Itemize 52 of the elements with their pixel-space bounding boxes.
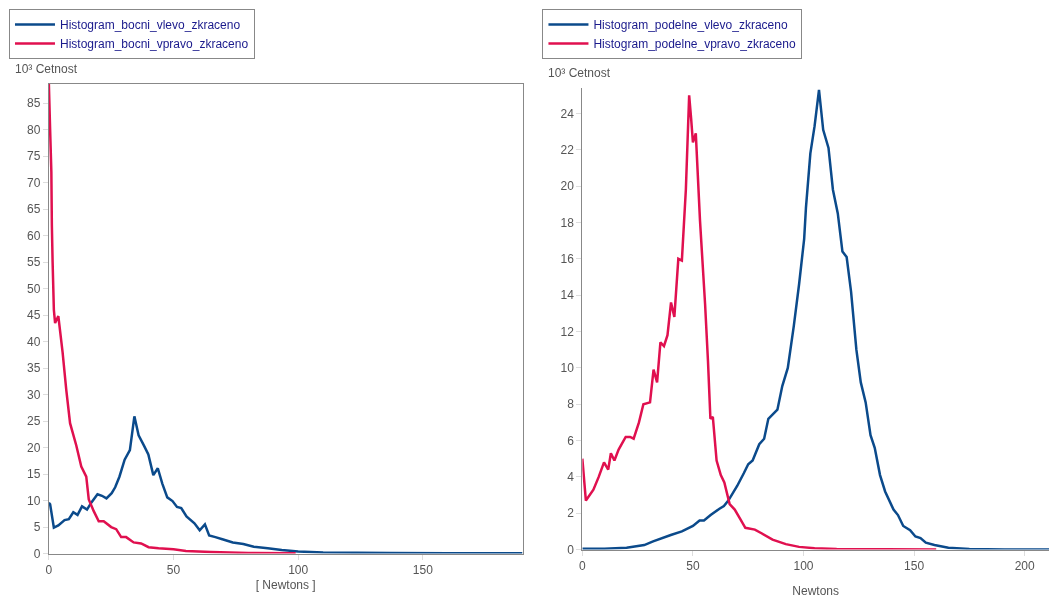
y-tick-label: 24 [560, 106, 575, 121]
y-tick-label: 12 [560, 324, 575, 339]
y-tick-label: 30 [27, 387, 41, 402]
legend-label: Histogram_bocni_vlevo_zkraceno [59, 18, 241, 33]
y-tick-label: 45 [27, 308, 41, 323]
y-tick-label: 2 [567, 506, 575, 521]
y-tick-label: 10 [560, 361, 575, 376]
y-tick-label: 4 [567, 470, 575, 485]
x-tick-label: 100 [288, 562, 309, 577]
line-series [582, 88, 1050, 550]
x-axis-title: [ Newtons ] [255, 577, 316, 592]
line-series [48, 415, 523, 554]
y-tick-label: 14 [560, 288, 575, 303]
x-tick-label: 100 [793, 559, 814, 573]
y-tick-label: 0 [567, 542, 575, 557]
y-tick-label: 0 [33, 546, 41, 561]
x-axis-title: Newtons [792, 583, 840, 598]
y-tick-label: 20 [27, 440, 41, 455]
y-tick-label: 75 [27, 149, 41, 164]
y-tick-label: 55 [27, 255, 41, 270]
x-tick-label: 150 [904, 559, 925, 573]
x-tick-label: 0 [579, 559, 586, 573]
y-axis-title: 10³ Cetnost [15, 62, 78, 76]
y-tick-label: 70 [27, 175, 41, 190]
y-tick-label: 20 [560, 179, 575, 194]
y-tick-label: 65 [27, 202, 41, 217]
x-tick-label: 0 [45, 562, 53, 577]
y-tick-label: 16 [560, 252, 575, 267]
y-tick-label: 85 [27, 96, 41, 111]
x-tick-label: 50 [166, 562, 181, 577]
y-tick-label: 60 [27, 228, 41, 243]
x-tick-label: 200 [1014, 559, 1036, 573]
y-tick-label: 8 [567, 397, 575, 412]
y-tick-label: 10 [27, 493, 41, 508]
y-axis-title: 10³ Cetnost [548, 66, 611, 80]
legend-label: Histogram_podelne_vpravo_zkraceno [593, 37, 796, 52]
y-tick-label: 25 [27, 414, 41, 429]
legend-label: Histogram_podelne_vlevo_zkraceno [593, 18, 788, 33]
x-tick-label: 150 [412, 562, 434, 577]
y-tick-label: 15 [27, 467, 41, 482]
y-tick-label: 35 [27, 361, 41, 376]
line-series [582, 94, 938, 550]
y-tick-label: 22 [560, 142, 575, 157]
legend-label: Histogram_bocni_vpravo_zkraceno [59, 37, 249, 52]
y-tick-label: 50 [27, 281, 41, 296]
y-tick-label: 5 [33, 520, 41, 535]
x-tick-label: 50 [686, 559, 700, 573]
y-tick-label: 80 [27, 122, 41, 137]
y-tick-label: 40 [27, 334, 41, 349]
y-tick-label: 18 [560, 215, 575, 230]
y-tick-label: 6 [567, 433, 575, 448]
line-series [48, 84, 297, 554]
